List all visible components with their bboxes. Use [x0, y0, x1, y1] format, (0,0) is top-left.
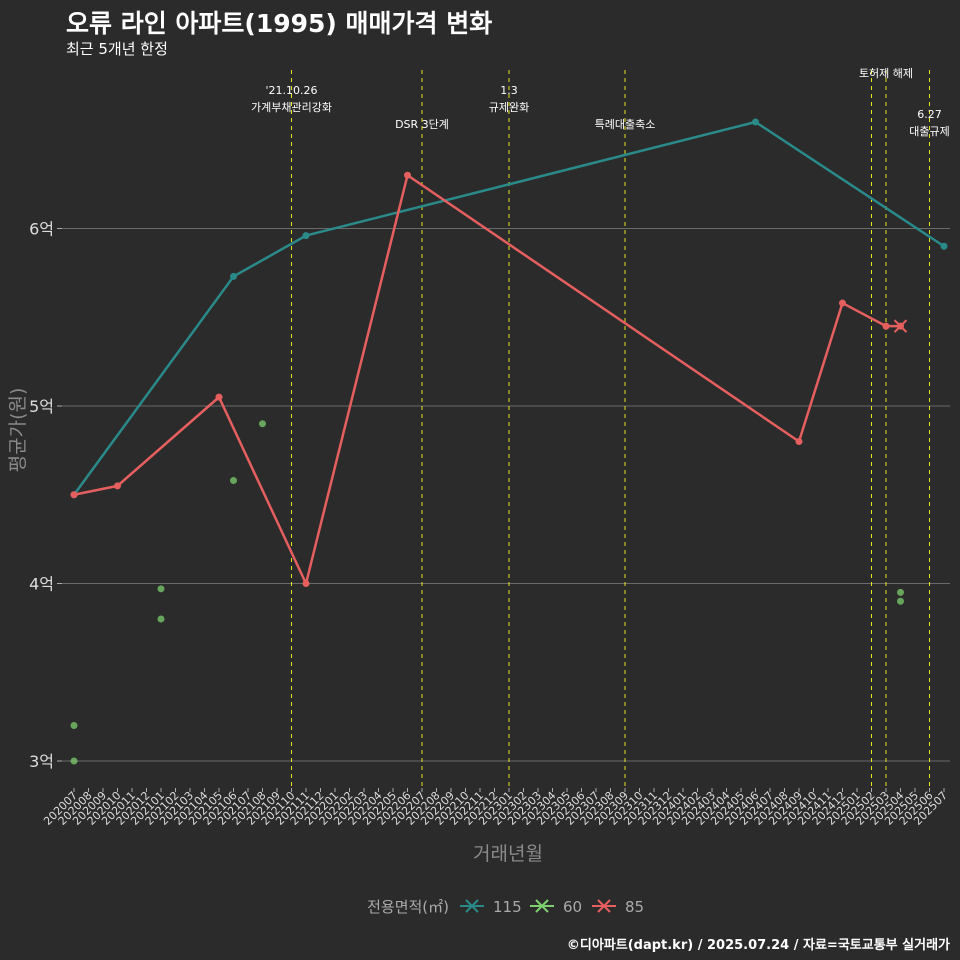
- data-point-85: [795, 438, 803, 445]
- data-point-115: [940, 242, 948, 250]
- chart-caption: ©디아파트(dapt.kr) / 2025.07.24 / 자료=국토교통부 실…: [566, 938, 950, 953]
- event-label: 가계부채관리강화: [251, 101, 332, 114]
- data-point-60: [897, 597, 904, 605]
- legend-key-cross: [597, 899, 611, 913]
- data-point-60: [70, 757, 78, 765]
- y-axis-title: 평균가(원): [7, 388, 29, 473]
- data-point-85: [839, 299, 846, 307]
- legend-key-cross: [535, 899, 549, 913]
- data-point-60: [897, 588, 904, 596]
- data-point-85: [882, 322, 890, 330]
- event-label: 규제완화: [489, 101, 529, 114]
- legend-label-60: 60: [563, 898, 582, 916]
- data-point-85: [215, 393, 223, 401]
- y-tick-label: 5억: [29, 397, 54, 416]
- y-tick-label: 6억: [29, 220, 54, 239]
- chart-subtitle: 최근 5개년 한정: [66, 40, 168, 58]
- legend-label-85: 85: [625, 898, 644, 916]
- event-label: 대출규제: [909, 125, 949, 138]
- x-axis-title: 거래년월: [473, 843, 543, 865]
- data-point-115: [752, 118, 759, 126]
- data-point-115: [302, 232, 310, 240]
- legend-label-115: 115: [493, 898, 522, 916]
- data-point-60: [230, 477, 237, 485]
- data-point-85: [404, 171, 411, 179]
- legend-key-cross: [465, 899, 479, 913]
- data-point-85: [70, 491, 78, 499]
- data-point-60: [259, 420, 266, 428]
- event-label: 특례대출축소: [595, 118, 656, 131]
- event-label: 1.3: [500, 84, 518, 97]
- series-line-85: [73, 174, 901, 585]
- chart-title: 오류 라인 아파트(1995) 매매가격 변화: [66, 9, 493, 38]
- data-point-60: [157, 615, 165, 623]
- data-point-85: [114, 482, 121, 490]
- y-tick-label: 4억: [29, 575, 54, 594]
- data-point-85: [302, 580, 310, 587]
- data-point-60: [70, 722, 78, 729]
- last-point-marker: [893, 319, 908, 333]
- data-point-115: [230, 272, 237, 280]
- event-label: 토허제 해제: [859, 66, 913, 80]
- event-label: '21.10.26: [265, 84, 317, 97]
- event-label: 6.27: [917, 108, 942, 121]
- y-tick-label: 3억: [29, 752, 54, 771]
- legend-title: 전용면적(㎡): [367, 898, 449, 916]
- data-point-60: [157, 585, 165, 593]
- event-label: DSR 3단계: [395, 118, 449, 131]
